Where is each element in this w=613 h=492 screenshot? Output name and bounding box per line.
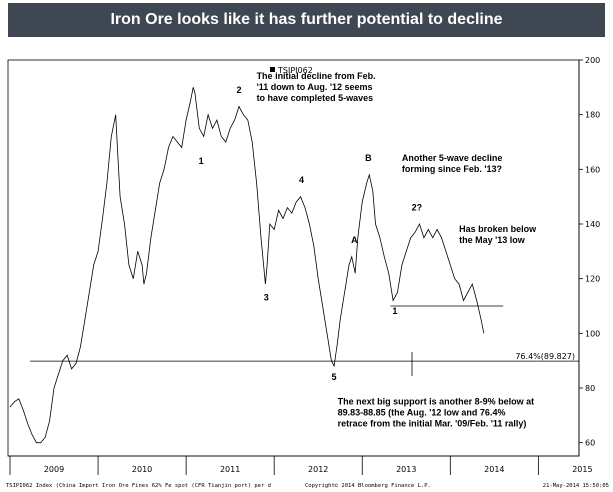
y-tick-label: 100 [585, 329, 600, 338]
y-tick-label: 80 [585, 384, 595, 393]
wave-label: 3 [264, 293, 269, 303]
annotation-text: The next big support is another 8-9% bel… [338, 396, 535, 428]
annotations: The initial decline from Feb. '11 down to… [257, 71, 538, 428]
x-tick-label: 2012 [308, 465, 328, 474]
annotation-text: Another 5-wave decline forming since Feb.… [402, 153, 503, 174]
footer-source: TSIPI062 Index (China Import Iron Ore Fi… [6, 483, 271, 489]
wave-label: 5 [332, 372, 337, 382]
legend-marker [270, 67, 275, 72]
wave-label: 1 [392, 306, 397, 316]
footer-copyright: Copyright© 2014 Bloomberg Finance L.P. [305, 483, 431, 489]
x-tick-label: 2013 [396, 465, 416, 474]
y-tick-label: 160 [585, 165, 600, 174]
price-series-line [9, 87, 485, 444]
wave-label: 4 [299, 175, 304, 185]
legend-label: TSIPI062 [277, 66, 313, 75]
wave-labels: 1 2 3 4 5 A B 1 2? [199, 85, 423, 382]
annotation-line: forming since Feb. '13? [402, 164, 502, 174]
y-tick-label: 180 [585, 111, 600, 120]
plot-frame [7, 59, 580, 457]
annotation-line: retrace from the initial Mar. '09/Feb. '… [338, 418, 527, 428]
annotation-line: Has broken below [459, 224, 537, 234]
y-tick-label: 60 [585, 439, 595, 448]
chart-banner-title: Iron Ore looks like it has further poten… [8, 3, 605, 37]
x-tick-label: 2011 [220, 465, 240, 474]
annotation-line: to have completed 5-waves [257, 93, 374, 103]
annotation-line: The initial decline from Feb. [257, 71, 376, 81]
footer-timestamp: 21-May-2014 15:50:05 [543, 483, 609, 489]
x-tick-label: 2010 [132, 465, 152, 474]
annotation-line: '11 down to Aug. '12 seems [257, 82, 373, 92]
annotation-text: The initial decline from Feb. '11 down to… [257, 71, 376, 103]
y-tick-label: 140 [585, 220, 600, 229]
x-tick-label: 2014 [484, 465, 504, 474]
annotation-line: the May '13 low [459, 235, 526, 245]
x-tick-label: 2015 [572, 465, 592, 474]
annotation-line: Another 5-wave decline [402, 153, 503, 163]
annotation-line: The next big support is another 8-9% bel… [338, 396, 535, 406]
y-tick-label: 200 [585, 56, 600, 65]
support-label: 76.4%(89.827) [515, 352, 575, 361]
wave-label: 1 [199, 156, 204, 166]
annotation-text: Has broken below the May '13 low [459, 224, 537, 245]
x-tick-label: 2009 [44, 465, 64, 474]
y-tick-label: 120 [585, 275, 600, 284]
wave-label: 2? [412, 202, 423, 212]
wave-label: A [351, 235, 358, 245]
wave-label: 2 [236, 85, 241, 95]
y-axis-ticks: 60 80 100 120 140 160 180 200 [579, 56, 600, 448]
x-axis-ticks: 2009 2010 2011 2012 2013 2014 2015 [9, 456, 593, 475]
wave-label: B [365, 153, 372, 163]
annotation-line: 89.83-88.85 (the Aug. '12 low and 76.4% [338, 407, 506, 417]
